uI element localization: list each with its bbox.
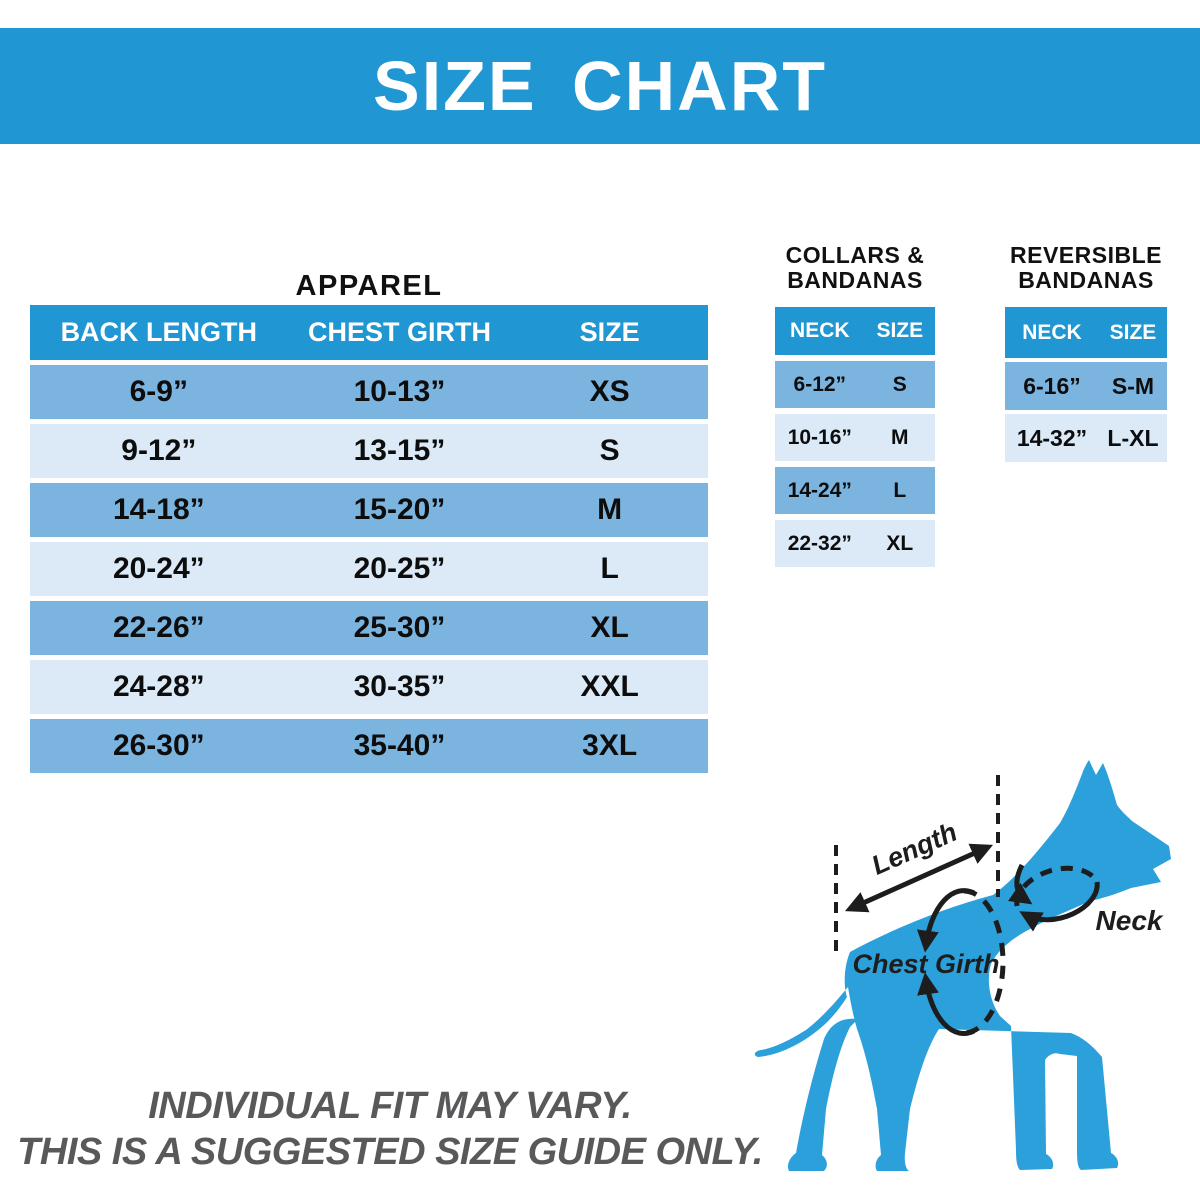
apparel-title: APPAREL bbox=[295, 270, 443, 302]
neck-cell: 14-24” bbox=[787, 478, 852, 502]
collars-title-line1: COLLARS & bbox=[785, 242, 925, 268]
dog-measurement-diagram: Length Chest Girth Neck bbox=[740, 757, 1200, 1200]
table-row: 26-30” 35-40” 3XL bbox=[30, 719, 708, 773]
table-row: 9-12” 13-15” S bbox=[30, 424, 708, 478]
collars-bandanas-title: COLLARS & BANDANAS bbox=[770, 243, 940, 293]
disclaimer: INDIVIDUAL FIT MAY VARY. THIS IS A SUGGE… bbox=[10, 1083, 770, 1175]
table-row: 10-16” M bbox=[775, 414, 935, 461]
reversible-bandanas-title: REVERSIBLE BANDANAS bbox=[1000, 243, 1172, 293]
size-cell: M bbox=[891, 425, 909, 449]
neck-cell: 6-16” bbox=[1023, 372, 1081, 399]
size-cell: S bbox=[892, 372, 907, 396]
size-cell: L bbox=[600, 552, 619, 585]
chest-girth-cell: 30-35” bbox=[353, 670, 446, 703]
apparel-table: BACK LENGTH CHEST GIRTH SIZE 6-9” 10-13”… bbox=[30, 305, 708, 773]
back-length-cell: 26-30” bbox=[112, 729, 205, 762]
size-cell: S bbox=[599, 434, 620, 467]
back-length-cell: 6-9” bbox=[129, 375, 188, 408]
dog-diagram-svg: Length Chest Girth Neck bbox=[754, 760, 1171, 1171]
chest-girth-marker bbox=[916, 888, 1006, 1036]
table-row: 6-16” S-M bbox=[1005, 362, 1167, 410]
column-header-size: SIZE bbox=[876, 319, 924, 342]
table-row: 22-32” XL bbox=[775, 520, 935, 567]
column-header-chest-girth: CHEST GIRTH bbox=[307, 317, 491, 347]
size-cell: XS bbox=[589, 375, 630, 408]
apparel-header-row: BACK LENGTH CHEST GIRTH SIZE bbox=[30, 305, 708, 360]
column-header-size: SIZE bbox=[579, 317, 640, 347]
size-cell: XL bbox=[886, 531, 914, 555]
table-row: 6-9” 10-13” XS bbox=[30, 365, 708, 419]
back-length-cell: 24-28” bbox=[112, 670, 205, 703]
table-row: 14-24” L bbox=[775, 467, 935, 514]
neck-upper-arrow bbox=[1007, 863, 1033, 905]
neck-cell: 10-16” bbox=[787, 425, 852, 449]
column-header-back-length: BACK LENGTH bbox=[60, 317, 258, 347]
collars-header-row: NECK SIZE bbox=[775, 307, 935, 355]
reversible-title-line2: BANDANAS bbox=[1018, 267, 1154, 293]
neck-lower-arrow bbox=[1019, 881, 1100, 932]
neck-cell: 14-32” bbox=[1016, 424, 1088, 451]
disclaimer-line1: INDIVIDUAL FIT MAY VARY. bbox=[148, 1085, 632, 1127]
chest-girth-label: Chest Girth bbox=[852, 949, 999, 979]
back-length-cell: 9-12” bbox=[121, 434, 197, 467]
neck-label: Neck bbox=[1096, 905, 1164, 936]
back-length-cell: 14-18” bbox=[112, 493, 205, 526]
table-row: 14-18” 15-20” M bbox=[30, 483, 708, 537]
collars-title-line2: BANDANAS bbox=[787, 267, 923, 293]
collars-bandanas-table: NECK SIZE 6-12” S 10-16” M 14-24” L 22-3… bbox=[775, 307, 935, 567]
chest-girth-cell: 35-40” bbox=[353, 729, 446, 762]
chest-girth-cell: 25-30” bbox=[353, 611, 446, 644]
size-cell: 3XL bbox=[582, 729, 638, 762]
table-row: 24-28” 30-35” XXL bbox=[30, 660, 708, 714]
length-arrow bbox=[844, 843, 994, 913]
size-cell: M bbox=[597, 493, 623, 526]
column-header-neck: NECK bbox=[1022, 320, 1082, 344]
column-header-size: SIZE bbox=[1109, 320, 1157, 344]
size-cell: L bbox=[893, 478, 907, 502]
disclaimer-line2: THIS IS A SUGGESTED SIZE GUIDE ONLY. bbox=[17, 1131, 763, 1173]
page-title: SIZE CHART bbox=[373, 47, 827, 125]
reversible-title-line1: REVERSIBLE bbox=[1010, 242, 1162, 268]
back-length-cell: 20-24” bbox=[112, 552, 205, 585]
neck-cell: 6-12” bbox=[793, 372, 847, 396]
chest-girth-cell: 13-15” bbox=[353, 434, 446, 467]
size-cell: XL bbox=[590, 611, 629, 644]
table-row: 6-12” S bbox=[775, 361, 935, 408]
reversible-bandanas-table: NECK SIZE 6-16” S-M 14-32” L-XL bbox=[1005, 307, 1167, 462]
column-header-neck: NECK bbox=[790, 319, 850, 342]
dog-silhouette-icon bbox=[754, 760, 1171, 1171]
table-row: 20-24” 20-25” L bbox=[30, 542, 708, 596]
table-row: 22-26” 25-30” XL bbox=[30, 601, 708, 655]
banner: SIZE CHART bbox=[0, 28, 1200, 144]
chest-girth-cell: 10-13” bbox=[353, 375, 446, 408]
chest-girth-cell: 15-20” bbox=[353, 493, 446, 526]
chest-girth-upper-arrow bbox=[916, 888, 976, 953]
back-length-cell: 22-26” bbox=[112, 611, 205, 644]
neck-cell: 22-32” bbox=[787, 531, 852, 555]
reversible-header-row: NECK SIZE bbox=[1005, 307, 1167, 358]
table-row: 14-32” L-XL bbox=[1005, 414, 1167, 462]
chest-girth-lower-arrow bbox=[917, 972, 976, 1036]
size-cell: L-XL bbox=[1107, 424, 1159, 451]
length-label: Length bbox=[867, 817, 961, 881]
size-cell: XXL bbox=[580, 670, 639, 703]
chest-girth-cell: 20-25” bbox=[353, 552, 446, 585]
neck-marker bbox=[1007, 863, 1100, 932]
size-cell: S-M bbox=[1111, 372, 1155, 399]
